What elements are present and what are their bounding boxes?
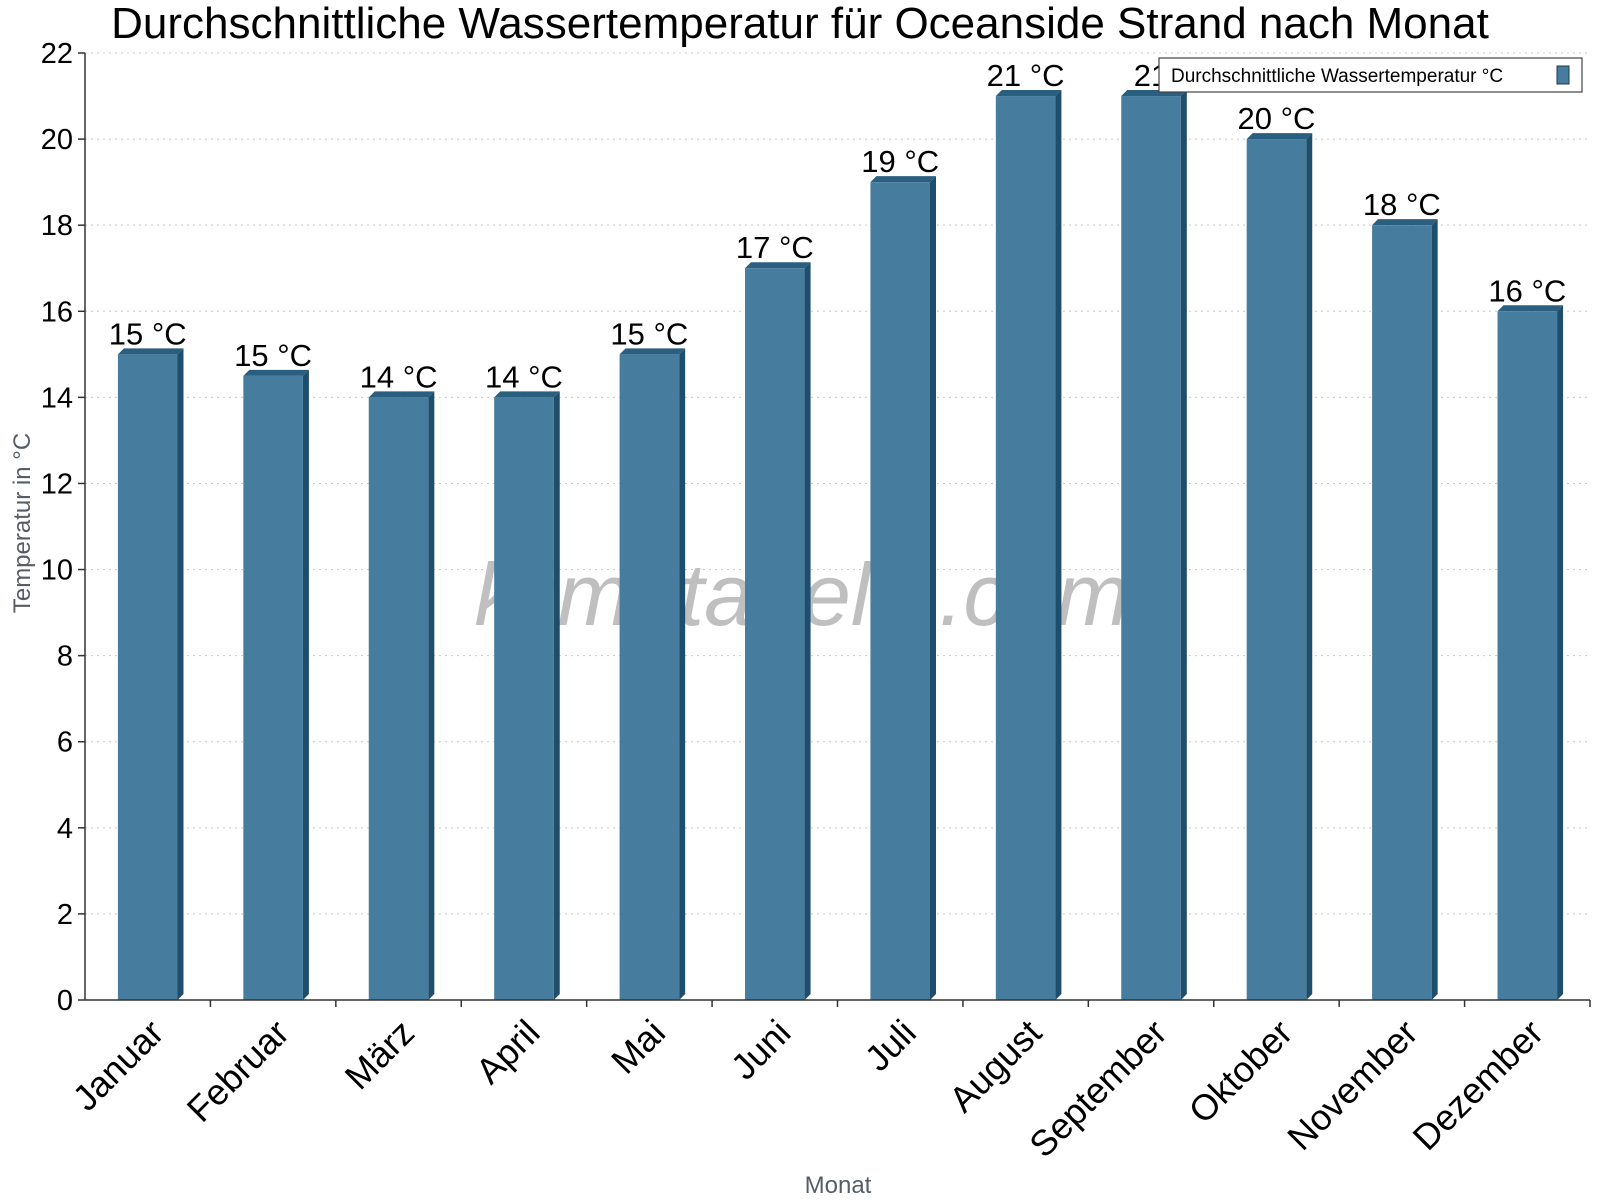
x-tick-label: August (941, 1012, 1049, 1120)
y-tick-label: 14 (41, 382, 73, 414)
chart-title: Durchschnittliche Wassertemperatur für O… (111, 0, 1489, 48)
bar-top (745, 262, 811, 269)
bar (870, 176, 936, 1001)
x-tick-label: Januar (65, 1012, 172, 1119)
x-tick-label: Dezember (1405, 1012, 1551, 1158)
bar-front (494, 397, 554, 1000)
data-label: 21 °C (987, 58, 1065, 93)
bar-side (553, 391, 560, 1000)
y-tick-label: 22 (41, 38, 73, 70)
data-label: 14 °C (485, 359, 563, 394)
bar-front (745, 268, 805, 1000)
bar (1497, 305, 1564, 1001)
data-label: 20 °C (1238, 101, 1316, 136)
bar (1372, 219, 1438, 1000)
y-tick-label: 0 (57, 985, 73, 1017)
bar-side (1180, 90, 1187, 1000)
data-label: 16 °C (1488, 273, 1566, 308)
bar-top (1372, 219, 1438, 226)
x-tick-label: März (337, 1012, 423, 1098)
bar-side (1431, 219, 1438, 1000)
legend: Durchschnittliche Wassertemperatur °C (1158, 57, 1583, 93)
x-tick-label: April (468, 1012, 548, 1092)
bar (117, 348, 184, 1000)
bar-side (929, 176, 936, 1001)
bar-front (995, 96, 1056, 1000)
x-tick-label: Mai (603, 1012, 673, 1082)
bar-front (1121, 96, 1181, 1000)
bar (243, 369, 309, 1000)
data-label: 17 °C (736, 230, 814, 265)
x-tick-label: Juli (857, 1012, 924, 1079)
y-axis-title: Temperatur in °C (9, 433, 36, 613)
bar-side (1055, 90, 1062, 1000)
bar-top (1497, 305, 1564, 312)
data-label: 19 °C (861, 144, 939, 179)
y-tick-label: 4 (57, 813, 73, 845)
data-label: 15 °C (109, 316, 187, 351)
legend-label: Durchschnittliche Wassertemperatur °C (1171, 66, 1503, 87)
bar-top (117, 348, 184, 355)
bar-side (679, 348, 686, 1000)
bar (368, 391, 435, 1000)
y-tick-label: 20 (41, 124, 73, 156)
data-label: 18 °C (1363, 187, 1441, 222)
bar (745, 262, 811, 1000)
data-label: 15 °C (610, 316, 688, 351)
bar-front (243, 375, 303, 1000)
x-tick-label: Juni (723, 1012, 799, 1088)
bar (995, 90, 1062, 1000)
y-tick-label: 16 (41, 296, 73, 328)
bar-top (1246, 133, 1313, 140)
x-axis-title: Monat (805, 1172, 872, 1199)
bar (494, 391, 560, 1000)
y-tick-label: 8 (57, 641, 73, 673)
bar-front (619, 354, 680, 1000)
grid (85, 52, 1590, 915)
bar-side (1306, 133, 1313, 1000)
bar-top (243, 369, 309, 376)
bar-front (1372, 225, 1432, 1000)
y-tick-label: 6 (57, 727, 73, 759)
bar (1246, 133, 1313, 1000)
bar-front (368, 397, 429, 1000)
bar-side (302, 369, 309, 1000)
bar-front (870, 182, 930, 1001)
x-tick-label: November (1279, 1012, 1425, 1158)
x-tick-label: Oktober (1181, 1012, 1301, 1132)
bar-top (368, 391, 435, 398)
x-tick-label: Februar (179, 1012, 297, 1130)
bar-top (870, 176, 936, 183)
bar-side (177, 348, 184, 1000)
bar-top (619, 348, 686, 355)
bar-front (1497, 311, 1558, 1001)
y-tick-label: 18 (41, 210, 73, 242)
bar-side (1557, 305, 1564, 1001)
bar (619, 348, 686, 1000)
bar-front (1246, 139, 1307, 1000)
bars (117, 90, 1564, 1001)
bar-top (995, 90, 1062, 97)
y-tick-label: 12 (41, 468, 73, 500)
bar-top (494, 391, 560, 398)
bar-side (804, 262, 811, 1000)
bar (1121, 90, 1187, 1000)
y-tick-label: 10 (41, 555, 73, 587)
legend-box (1158, 57, 1583, 93)
y-tick-label: 2 (57, 899, 73, 931)
x-tick-label: September (1021, 1012, 1175, 1166)
bar-side (428, 391, 435, 1000)
legend-swatch (1556, 65, 1570, 85)
bar-front (117, 354, 178, 1000)
data-label: 14 °C (360, 359, 438, 394)
data-label: 15 °C (234, 338, 312, 373)
data-labels: 15 °C 15 °C 14 °C 14 °C 15 °C 17 °C 19 °C 21 °C… (109, 58, 1566, 394)
